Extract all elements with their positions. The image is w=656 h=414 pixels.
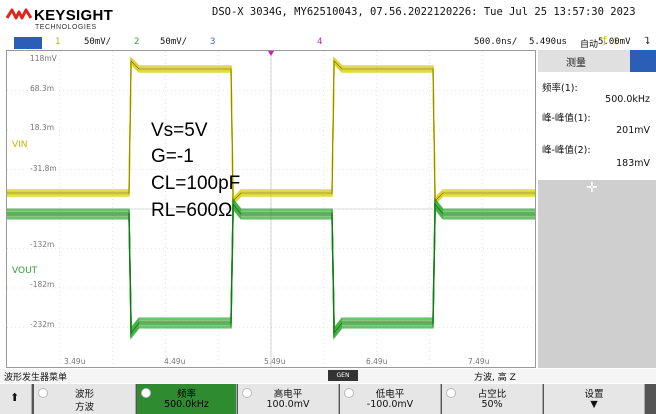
status-generator-info: 方波, 高 Z (474, 373, 516, 383)
softkey-label: 低电平 (375, 389, 405, 400)
softkey-waveform[interactable]: 波形 方波 (34, 384, 136, 414)
measurement-panel: 测量 频率(1): 500.0kHz 峰-峰值(1): 201mV 峰-峰值(2… (538, 50, 656, 368)
softkey-value: 50% (481, 399, 503, 410)
measurement-label: 峰-峰值(2): (542, 145, 591, 156)
vout-channel-marker[interactable]: VOUT (12, 266, 38, 276)
status-bar: 波形发生器菜单 GEN 方波, 高 Z (0, 369, 656, 383)
timebase-value[interactable]: 500.0ns/ (474, 37, 518, 47)
brand-subtitle: TECHNOLOGIES (35, 24, 97, 31)
trigger-slope-icon: ⮧ (644, 36, 650, 47)
y-label: 118mV (30, 54, 57, 63)
annotation-gain: G=-1 (151, 146, 194, 167)
softkey-high-level[interactable]: 高电平 100.0mV (238, 384, 339, 414)
measurement-label: 频率(1): (542, 83, 578, 94)
softkey-bar: ⬆ 波形 方波 频率 500.0kHz 高电平 100.0mV 低电平 -100… (0, 384, 656, 414)
knob-icon (141, 388, 151, 398)
annotation-rl: RL=600Ω (151, 200, 233, 221)
annotation-cl: CL=100pF (151, 173, 241, 194)
knob-icon (446, 388, 456, 398)
panel-header: 测量 (538, 50, 656, 73)
softkey-value: -100.0mV (366, 399, 414, 410)
y-label: 68.3m (30, 84, 55, 93)
softkey-duty-cycle[interactable]: 占空比 50% (442, 384, 543, 414)
softkey-value: 100.0mV (266, 399, 310, 410)
softkey-frequency[interactable]: 频率 500.0kHz (137, 384, 237, 414)
channel2-scale[interactable]: 50mV/ (160, 37, 188, 47)
channel-bar: 1 50mV/ 2 50mV/ 3 4 500.0ns/ 5.490us 自动 … (0, 36, 656, 50)
acquisition-mode[interactable]: 自动 (580, 40, 599, 50)
trigger-level[interactable]: 5.00mV (598, 37, 631, 47)
softkey-label: 占空比 (477, 389, 507, 400)
y-label: -132m (30, 240, 55, 249)
vin-label: VIN (12, 140, 28, 150)
generator-badge[interactable]: GEN (328, 370, 358, 381)
softkey-label: 频率 (176, 389, 196, 400)
softkey-value: 方波 (74, 402, 94, 413)
channel2-label[interactable]: 2 (134, 37, 140, 47)
x-label: 4.49u (164, 357, 186, 366)
brand-name: KEYSIGHT (34, 7, 114, 24)
channel1-label[interactable]: 1 (55, 37, 61, 47)
vout-label: VOUT (12, 266, 38, 276)
measurement-value: 201mV (616, 125, 650, 136)
knob-icon (242, 388, 252, 398)
softkey-label: 设置 (584, 389, 604, 400)
keysight-logo-icon (6, 8, 32, 20)
y-label: -182m (30, 280, 55, 289)
y-label: -232m (30, 320, 55, 329)
softkey-value: 500.0kHz (164, 399, 209, 410)
trigger-channel[interactable]: 1 (613, 37, 619, 47)
knob-icon (38, 388, 48, 398)
trigger-edge-icon: ƒ (602, 36, 608, 46)
measurement-value: 183mV (616, 158, 650, 169)
x-label: 7.49u (468, 357, 490, 366)
measurement-label: 峰-峰值(1): (542, 113, 591, 124)
x-label: 6.49u (366, 357, 388, 366)
channel1-tab[interactable] (14, 37, 42, 49)
trigger-position-marker (268, 51, 274, 56)
channel1-scale[interactable]: 50mV/ (84, 37, 112, 47)
status-menu-name: 波形发生器菜单 (4, 373, 68, 383)
annotation-vs: Vs=5V (151, 120, 208, 141)
vin-channel-marker[interactable]: VIN (12, 140, 28, 150)
measurement-value: 500.0kHz (605, 94, 650, 105)
back-button[interactable]: ⬆ (0, 384, 32, 414)
waveform-display[interactable] (6, 50, 536, 368)
header-bar: KEYSIGHT TECHNOLOGIES DSO-X 3034G, MY625… (0, 0, 656, 36)
channel2-trace-center (7, 203, 535, 334)
channel1-trace-center (7, 60, 535, 202)
softkey-settings[interactable]: 设置 ▼ (544, 384, 645, 414)
channel4-label[interactable]: 4 (317, 37, 323, 47)
measurement-list: 频率(1): 500.0kHz 峰-峰值(1): 201mV 峰-峰值(2): … (538, 72, 656, 180)
softkey-label: 波形 (74, 389, 94, 400)
panel-tab[interactable] (630, 50, 656, 72)
softkey-label: 高电平 (273, 389, 303, 400)
panel-title: 测量 (566, 58, 586, 69)
channel3-label[interactable]: 3 (210, 37, 216, 47)
y-label: -31.8m (30, 164, 57, 173)
back-arrow-icon: ⬆ (10, 391, 20, 404)
softkey-low-level[interactable]: 低电平 -100.0mV (340, 384, 441, 414)
delay-value[interactable]: 5.490us (529, 37, 567, 47)
add-measurement-icon[interactable]: ✛ (586, 180, 598, 196)
x-label: 5.49u (264, 357, 286, 366)
knob-icon (344, 388, 354, 398)
chevron-down-icon: ▼ (590, 399, 598, 410)
model-info: DSO-X 3034G, MY62510043, 07.56.202212022… (212, 6, 636, 18)
waveform-canvas (7, 51, 535, 367)
y-label: 18.3m (30, 123, 55, 132)
x-label: 3.49u (64, 357, 86, 366)
panel-empty-area (538, 180, 656, 368)
